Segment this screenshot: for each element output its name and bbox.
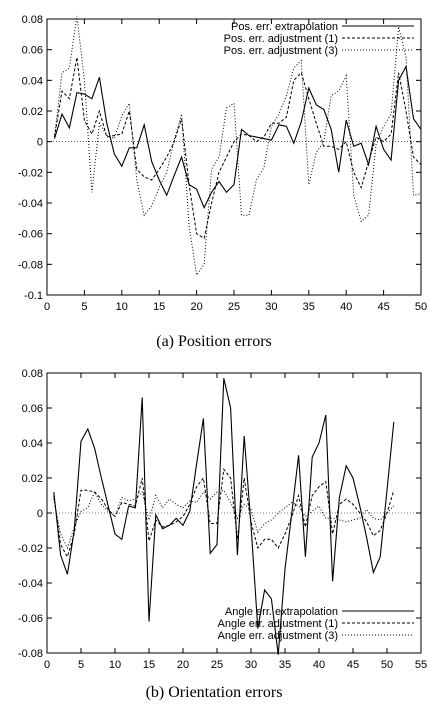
legend-label: Pos. err. adjustment (3) (224, 45, 338, 57)
x-tick-label: 35 (303, 301, 315, 313)
y-tick-label: 0.08 (22, 368, 43, 380)
legend-label: Angle err. extrapolation (225, 606, 338, 618)
y-tick-label: 0.04 (22, 75, 43, 87)
y-tick-label: 0 (37, 137, 43, 149)
y-axis-ticks: -0.1 -0.08 -0.06 -0.04 -0.02 0 0.02 0.04 0.06 0.0… (18, 14, 421, 302)
x-tick-label: 0 (44, 301, 50, 313)
x-axis-ticks: 0 5 10 15 20 25 30 35 40 45 50 55 (44, 373, 427, 671)
series-line-dotted (54, 15, 422, 277)
series-lines (53, 378, 395, 655)
x-tick-label: 20 (190, 301, 202, 313)
series-line-dashed (54, 57, 422, 240)
y-tick-label: 0.02 (22, 106, 43, 118)
y-tick-label: -0.02 (18, 543, 43, 555)
x-tick-label: 0 (44, 659, 50, 671)
x-tick-label: 10 (109, 659, 121, 671)
legend-label: Pos. err. extrapolation (231, 21, 338, 33)
y-tick-label: -0.08 (18, 259, 43, 271)
x-tick-label: 30 (245, 659, 257, 671)
x-tick-label: 25 (211, 659, 223, 671)
legend-label: Angle err. adjustment (3) (218, 630, 338, 642)
y-tick-label: 0 (37, 508, 43, 520)
x-tick-label: 50 (415, 301, 427, 313)
x-tick-label: 40 (340, 301, 352, 313)
y-tick-label: 0.04 (22, 438, 43, 450)
caption: (a) Position errors (156, 333, 272, 350)
y-tick-label: -0.02 (18, 167, 43, 179)
y-tick-label: -0.08 (18, 648, 43, 660)
series-line-solid (53, 378, 395, 655)
x-axis-ticks: 0 5 10 15 20 25 30 35 40 45 50 (44, 19, 427, 313)
x-tick-label: 40 (313, 659, 325, 671)
x-tick-label: 20 (177, 659, 189, 671)
series-line-solid (53, 64, 422, 209)
plot-frame (46, 18, 422, 296)
y-tick-label: 0.06 (22, 403, 43, 415)
orientation-errors-panel: -0.08 -0.06 -0.04 -0.02 0 0.02 0.04 0.06 0.08 0 5… (18, 368, 427, 701)
x-tick-label: 5 (81, 301, 87, 313)
x-tick-label: 55 (415, 659, 427, 671)
x-tick-label: 30 (265, 301, 277, 313)
y-tick-label: -0.04 (18, 198, 43, 210)
y-tick-label: -0.06 (18, 613, 43, 625)
x-tick-label: 10 (116, 301, 128, 313)
series-lines (53, 15, 422, 277)
y-axis-ticks: -0.08 -0.06 -0.04 -0.02 0 0.02 0.04 0.06 0.08 (18, 368, 421, 660)
y-tick-label: -0.06 (18, 229, 43, 241)
y-tick-label: -0.04 (18, 578, 43, 590)
x-tick-label: 15 (143, 659, 155, 671)
position-errors-panel: -0.1 -0.08 -0.06 -0.04 -0.02 0 0.02 0.04 0.06 0.0… (18, 14, 427, 350)
x-tick-label: 45 (347, 659, 359, 671)
y-tick-label: 0.06 (22, 45, 43, 57)
series-line-dashed (53, 468, 395, 559)
legend-label: Pos. err. adjustment (1) (224, 33, 338, 45)
legend-label: Angle err. adjustment (1) (218, 618, 338, 630)
y-tick-label: 0.08 (22, 14, 43, 26)
x-tick-label: 5 (78, 659, 84, 671)
series-line-dotted (53, 489, 395, 550)
x-tick-label: 15 (153, 301, 165, 313)
x-tick-label: 35 (279, 659, 291, 671)
x-tick-label: 25 (228, 301, 240, 313)
x-tick-label: 45 (377, 301, 389, 313)
x-tick-label: 50 (381, 659, 393, 671)
y-tick-label: 0.02 (22, 473, 43, 485)
y-tick-label: -0.1 (24, 290, 43, 302)
caption: (b) Orientation errors (146, 684, 283, 701)
